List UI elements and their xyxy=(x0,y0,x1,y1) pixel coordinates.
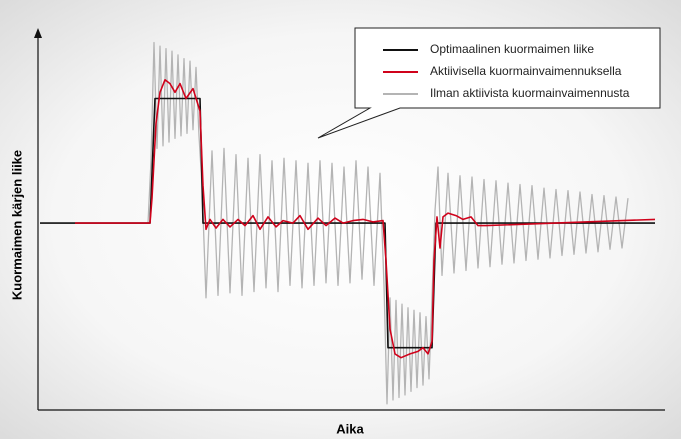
legend-label: Optimaalinen kuormaimen liike xyxy=(430,42,594,56)
y-axis-arrow xyxy=(34,28,42,38)
series-line xyxy=(60,41,629,405)
series-line xyxy=(75,79,656,359)
x-axis-label: Aika xyxy=(336,421,364,436)
legend-callout xyxy=(317,27,661,139)
plot xyxy=(40,41,656,405)
legend-label: Aktiivisella kuormainvaimennuksella xyxy=(430,64,622,78)
legend-label: Ilman aktiivista kuormainvaimennusta xyxy=(430,86,630,100)
y-axis-label: Kuormaimen kärjen liike xyxy=(9,150,24,300)
legend: Optimaalinen kuormaimen liike Aktiivisell… xyxy=(317,27,661,139)
